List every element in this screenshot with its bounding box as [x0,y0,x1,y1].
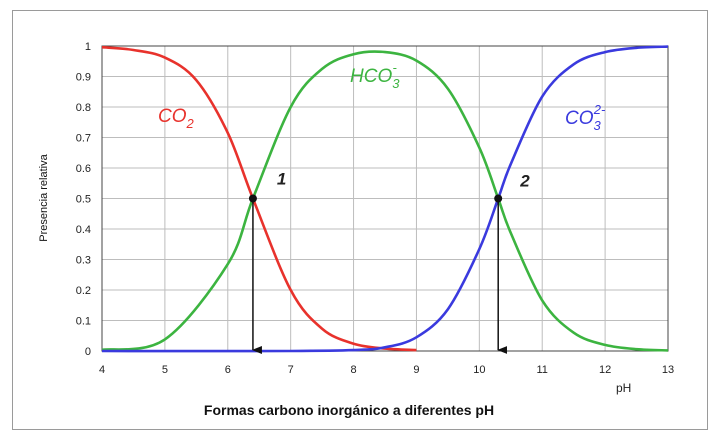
y-tick-label: 0.4 [76,224,91,236]
y-tick-label: 1 [85,41,91,53]
x-tick-label: 10 [473,364,485,376]
y-tick-label: 0.3 [76,255,91,267]
y-tick-label: 0.2 [76,285,91,297]
series-label-base: CO [158,106,187,127]
series-label-superscript: - [392,60,397,75]
plot-area-border [101,45,669,352]
chart-frame [12,10,708,430]
series-line-2 [101,45,669,353]
y-tick-label: 0.7 [76,133,91,145]
chart-caption: Formas carbono inorgánico a diferentes p… [204,402,494,418]
x-tick-label: 11 [537,364,548,376]
y-tick-label: 0.6 [76,163,91,175]
x-tick-label: 13 [662,364,674,376]
axes [101,45,669,352]
point-label-2: 2 [519,172,530,191]
x-tick-label: 8 [350,364,356,376]
equivalence-point-2 [494,194,503,203]
series-label-0: CO2 [158,106,195,131]
series-label-1: HCO3- [350,60,400,91]
x-axis-label: pH [616,381,631,395]
series-line-1 [101,50,669,352]
x-tick-label: 5 [162,364,168,376]
y-tick-label: 0.5 [76,194,91,206]
series-label-subscript: 3 [392,76,400,91]
x-tick-label: 9 [413,364,419,376]
x-tick-label: 6 [225,364,231,376]
x-tick-label: 12 [599,364,611,376]
x-tick-label: 4 [99,364,105,376]
series-label-subscript: 3 [594,118,602,133]
equivalence-point-1 [248,194,257,203]
y-tick-label: 0.8 [76,102,91,114]
point-label-1: 1 [277,170,286,189]
y-axis-label: Presencia relativa [38,153,50,241]
ticks: 4 5 6 7 8 9 10 11 12 1300.10.20.30.40.50.60.70.80… [76,41,674,376]
series-label-subscript: 2 [186,116,195,131]
y-tick-label: 0 [85,346,91,358]
grid [102,46,668,351]
x-tick-label: 7 [288,364,294,376]
y-tick-label: 0.1 [76,316,91,328]
series-label-superscript: 2- [593,102,606,117]
y-tick-label: 0.9 [76,72,91,84]
series-label-base: HCO [350,66,392,87]
series-label-base: CO [565,108,594,129]
series-label-2: CO32- [565,102,606,133]
